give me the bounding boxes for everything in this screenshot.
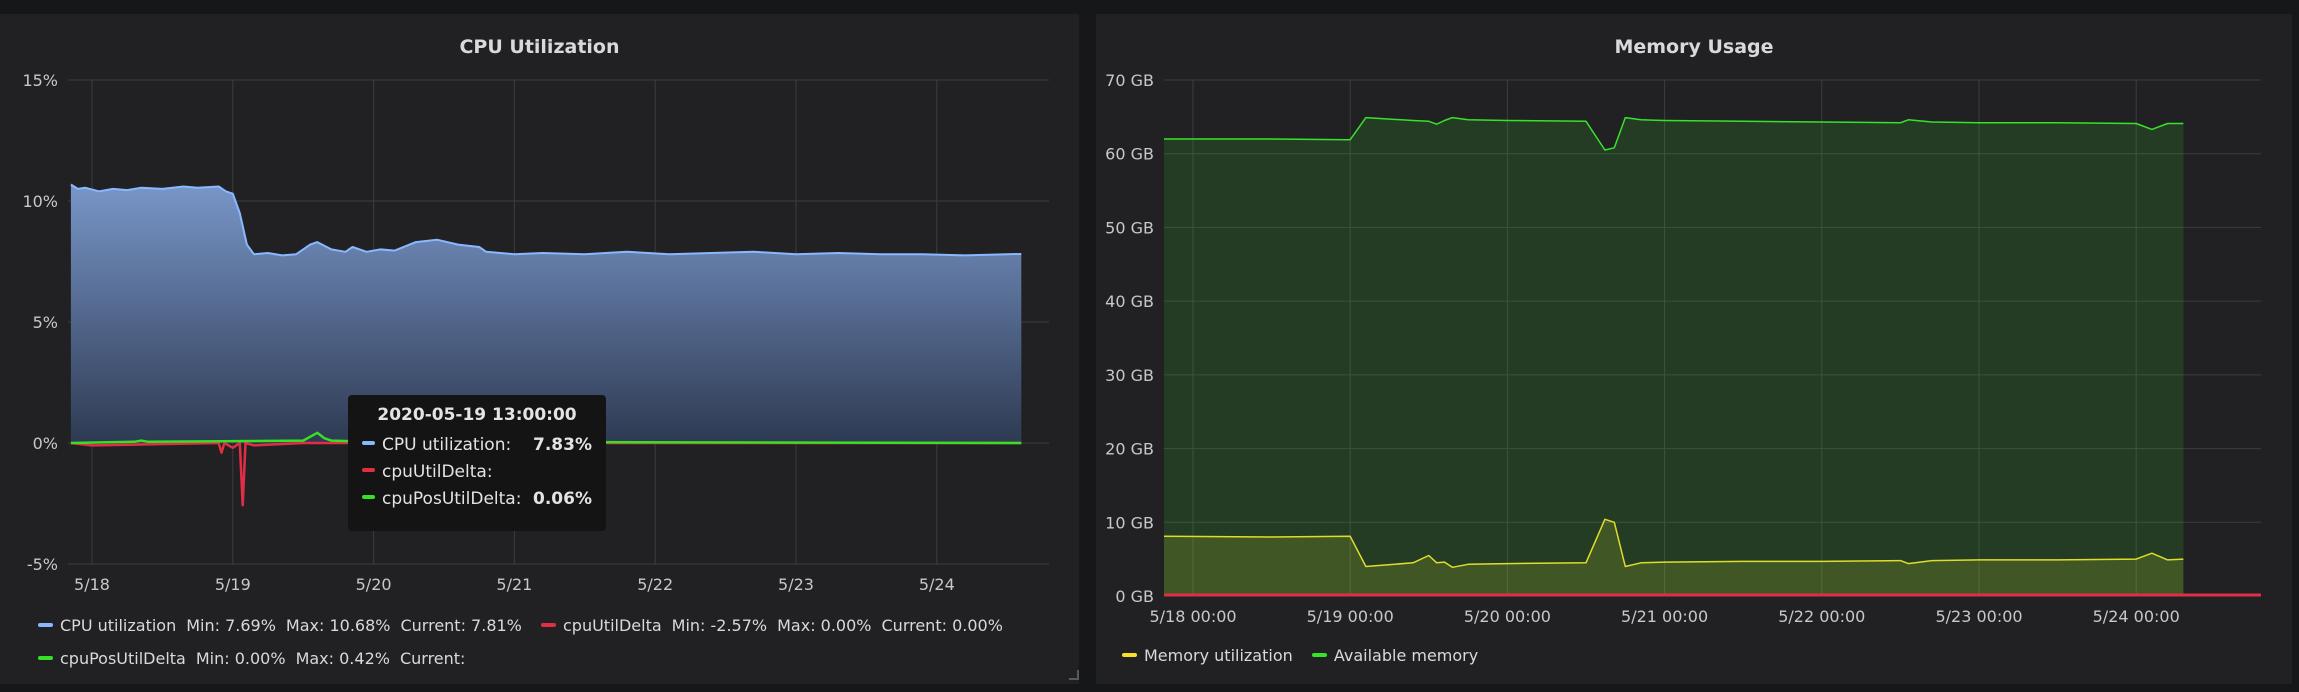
y-tick-label: -5% bbox=[27, 555, 58, 574]
panel-resize-handle[interactable] bbox=[1069, 670, 1079, 680]
y-tick-label: 15% bbox=[22, 71, 58, 90]
legend-swatch bbox=[1122, 652, 1137, 657]
memory-legend: Memory utilization Available memory bbox=[1122, 639, 1492, 672]
tooltip-row: cpuPosUtilDelta: 0.06% bbox=[362, 486, 592, 513]
x-tick-label: 5/23 bbox=[778, 575, 814, 594]
y-tick-label: 10% bbox=[22, 192, 58, 211]
series-area-1 bbox=[1164, 117, 2184, 596]
x-tick-label: 5/20 bbox=[356, 575, 392, 594]
y-tick-label: 0% bbox=[33, 434, 58, 453]
x-tick-label: 5/18 bbox=[74, 575, 110, 594]
tooltip-row: cpuUtilDelta: bbox=[362, 459, 592, 486]
y-tick-label: 0 GB bbox=[1115, 587, 1154, 606]
x-tick-label: 5/18 00:00 bbox=[1149, 607, 1236, 626]
legend-swatch bbox=[540, 622, 556, 627]
legend-swatch bbox=[38, 622, 53, 627]
series-line-1 bbox=[1164, 116, 2184, 151]
x-tick-label: 5/21 bbox=[496, 575, 532, 594]
tooltip-title: 2020-05-19 13:00:00 bbox=[377, 405, 577, 425]
memory-usage-panel[interactable]: Memory Usage 70 GB 60 GB 50 GB 40 GB 30 GB 20… bbox=[1096, 14, 2292, 684]
x-tick-label: 5/24 00:00 bbox=[2093, 607, 2180, 626]
y-tick-label: 60 GB bbox=[1105, 145, 1154, 164]
legend-swatch bbox=[1311, 652, 1327, 657]
x-tick-label: 5/19 bbox=[215, 575, 251, 594]
panel-title[interactable]: Memory Usage bbox=[1614, 36, 1774, 58]
y-tick-label: 40 GB bbox=[1105, 292, 1154, 311]
x-tick-label: 5/22 bbox=[637, 575, 673, 594]
y-tick-label: 5% bbox=[33, 313, 58, 332]
legend-item-available-memory[interactable]: Available memory bbox=[1311, 639, 1478, 672]
series-line-0 bbox=[1163, 518, 2184, 569]
legend-item-cpu-utilization[interactable]: CPU utilization Min: 7.69% Max: 10.68% Curr… bbox=[38, 609, 522, 642]
tooltip-swatch bbox=[362, 441, 375, 445]
legend-item-cpu-util-delta[interactable]: cpuUtilDelta Min: -2.57% Max: 0.00% Current… bbox=[540, 609, 1003, 642]
legend-item-memory-utilization[interactable]: Memory utilization bbox=[1122, 639, 1293, 672]
x-tick-label: 5/23 00:00 bbox=[1935, 607, 2022, 626]
panel-title[interactable]: CPU Utilization bbox=[459, 36, 620, 58]
x-tick-label: 5/20 00:00 bbox=[1464, 607, 1551, 626]
y-tick-label: 20 GB bbox=[1105, 440, 1154, 459]
x-tick-label: 5/19 00:00 bbox=[1307, 607, 1394, 626]
y-tick-label: 10 GB bbox=[1105, 513, 1154, 532]
tooltip-row: CPU utilization: 7.83% bbox=[362, 432, 592, 459]
legend-item-cpu-pos-util-delta[interactable]: cpuPosUtilDelta Min: 0.00% Max: 0.42% Curre… bbox=[38, 642, 465, 675]
series-line-1 bbox=[70, 441, 1022, 507]
hover-tooltip: 2020-05-19 13:00:00 CPU utilization: 7.83… bbox=[348, 395, 606, 531]
tooltip-swatch bbox=[362, 495, 375, 499]
series-area-0 bbox=[70, 184, 1022, 443]
tooltip-swatch bbox=[362, 468, 375, 472]
x-tick-label: 5/24 bbox=[919, 575, 955, 594]
series-line-0 bbox=[70, 183, 1022, 257]
series-area-0 bbox=[1164, 519, 2184, 596]
x-tick-label: 5/21 00:00 bbox=[1621, 607, 1708, 626]
x-tick-label: 5/22 00:00 bbox=[1778, 607, 1865, 626]
y-tick-label: 50 GB bbox=[1105, 218, 1154, 237]
cpu-utilization-panel[interactable]: CPU Utilization 15% 10% 5% 0% -5% 5/18 5/19 5/2… bbox=[0, 14, 1079, 684]
cpu-legend: CPU utilization Min: 7.69% Max: 10.68% Curr… bbox=[38, 609, 1017, 675]
y-tick-label: 30 GB bbox=[1105, 366, 1154, 385]
y-tick-label: 70 GB bbox=[1105, 71, 1154, 90]
legend-swatch bbox=[38, 655, 53, 660]
